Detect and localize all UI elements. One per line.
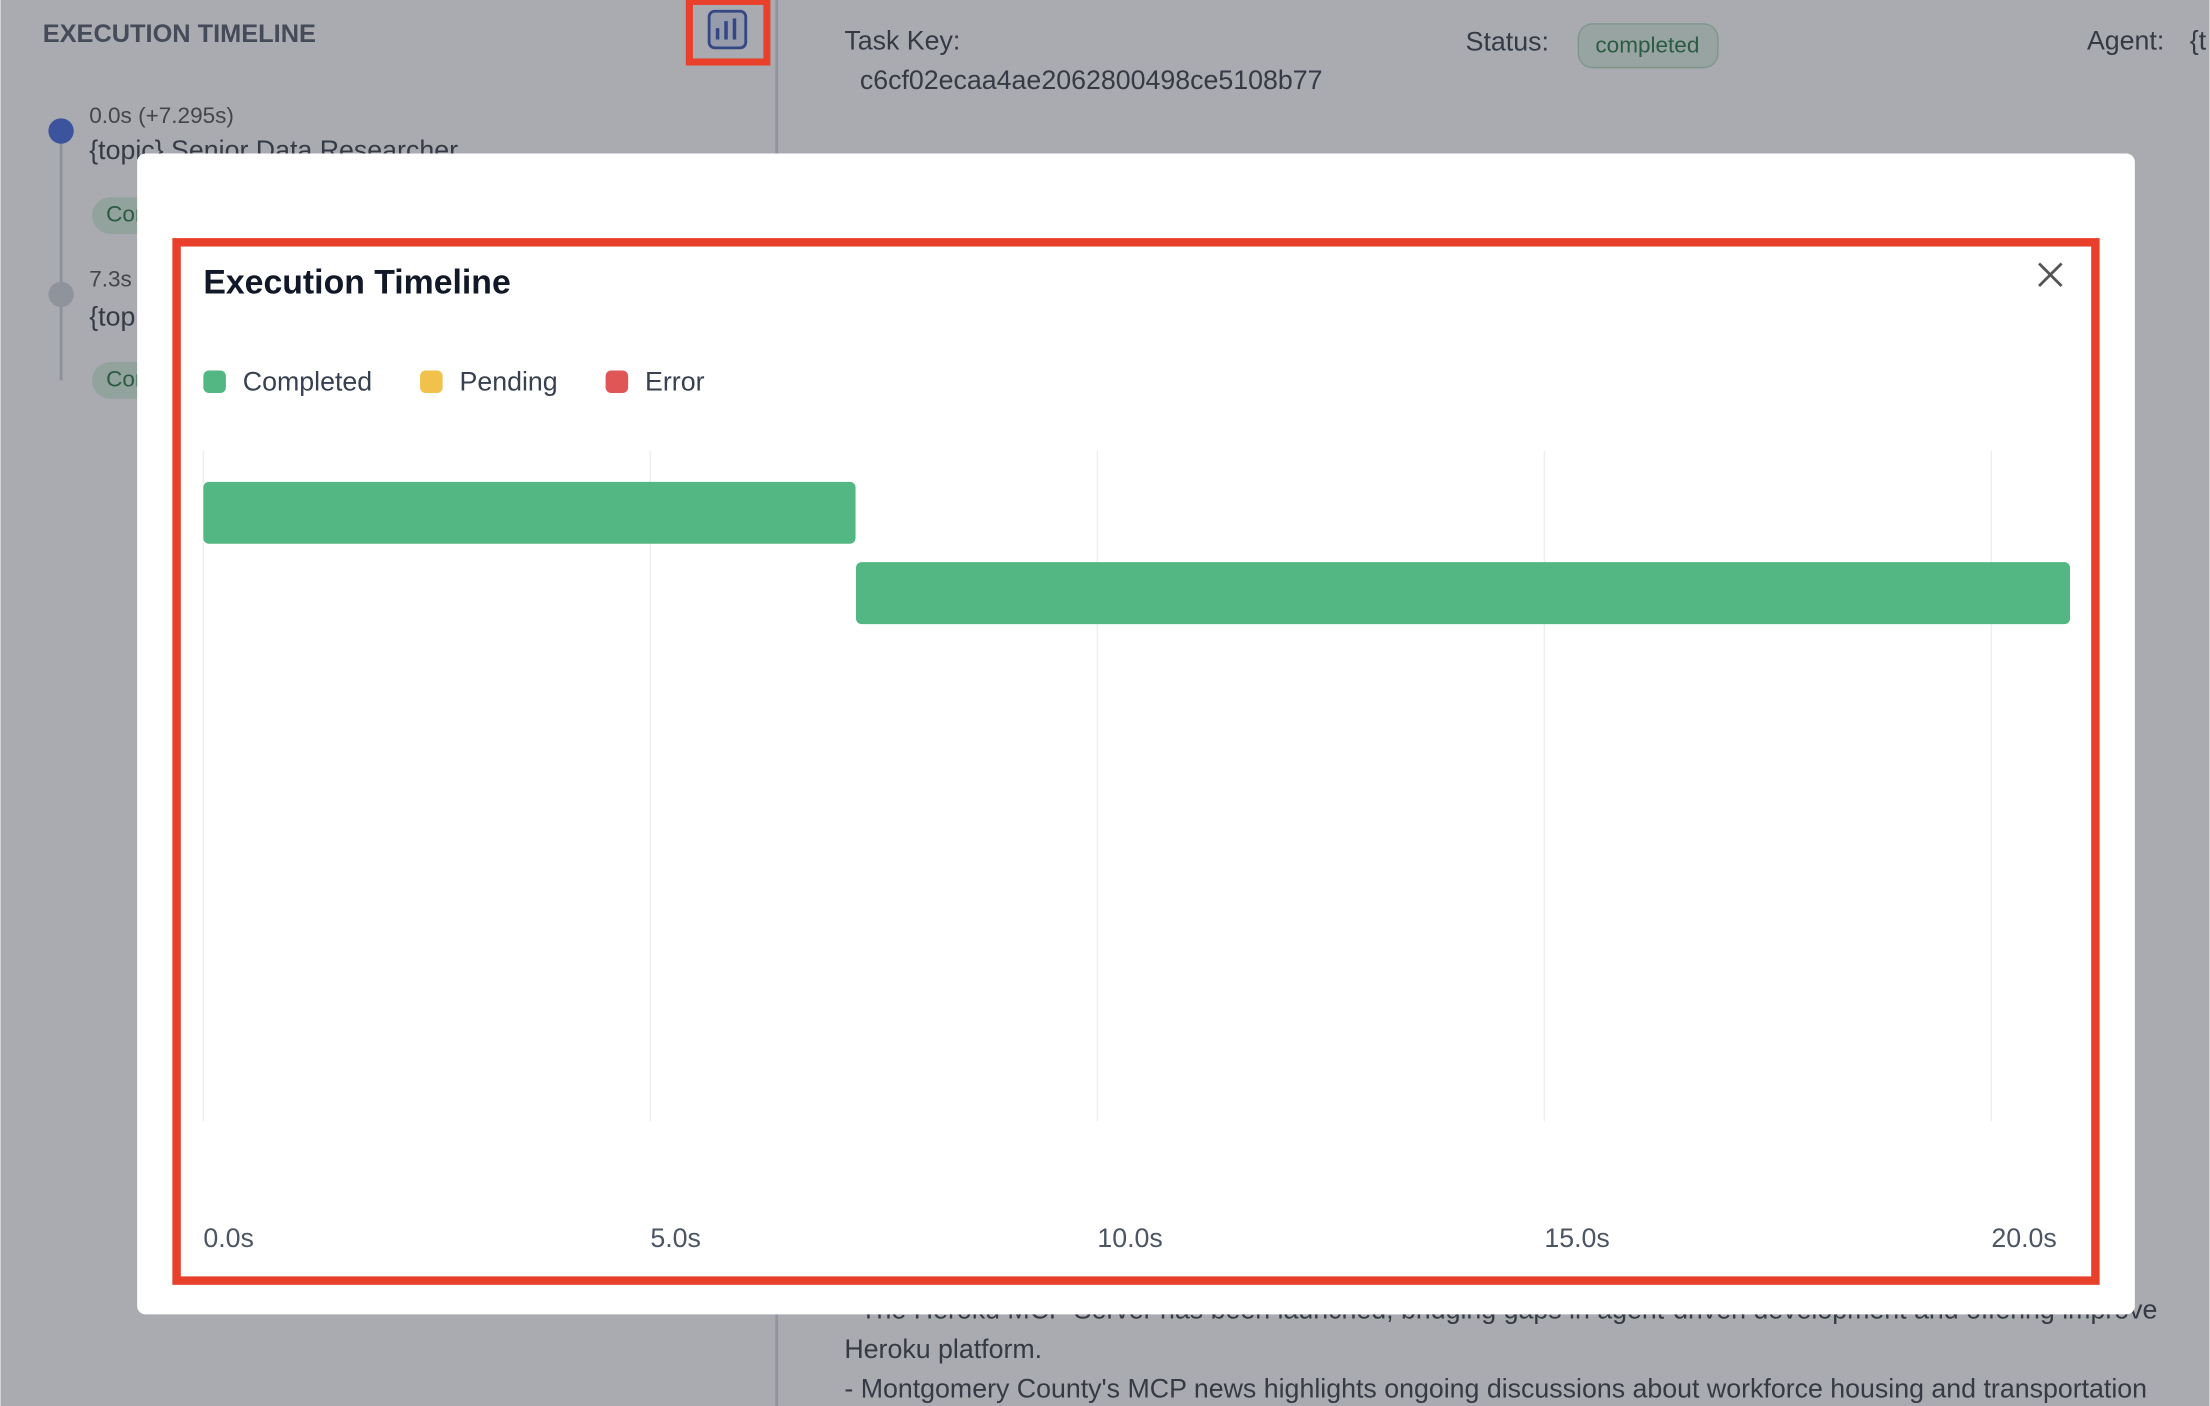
timeline-bar [203, 481, 856, 544]
legend-label: Pending [460, 366, 558, 396]
chart-icon [715, 18, 737, 40]
x-tick-label: 5.0s [650, 1223, 701, 1253]
legend-swatch [605, 370, 629, 394]
timeline-dot [48, 118, 74, 144]
sidebar-title: EXECUTION TIMELINE [43, 20, 316, 48]
highlight-box [172, 238, 2100, 1285]
item-time: 7.3s [89, 266, 132, 291]
modal [137, 153, 2135, 1315]
x-tick-label: 20.0s [1991, 1223, 2056, 1253]
task-key: c6cf02ecaa4ae2062800498ce5108b77 [860, 65, 1323, 95]
status-text: completed [1595, 32, 1699, 57]
field-label: Task Key: [844, 25, 960, 55]
legend-label: Error [645, 366, 705, 396]
timeline-dot [48, 281, 74, 308]
legend-swatch [420, 370, 443, 394]
item-time: 0.0s (+7.295s) [89, 103, 234, 128]
highlight-box [685, 0, 771, 66]
x-tick-label: 15.0s [1544, 1223, 1609, 1253]
legend-swatch [203, 370, 226, 394]
legend-label: Completed [243, 366, 372, 396]
close-button[interactable] [2038, 262, 2063, 287]
chart: Completed Pending Error 0.0s 5.0s 10.0s 15.0s 2… [202, 366, 2071, 1253]
timeline-bar [855, 562, 2071, 625]
field-label: Status: [1466, 27, 1549, 57]
x-tick-label: 0.0s [203, 1223, 254, 1253]
output-line: Heroku platform. [844, 1334, 1042, 1364]
field-label: Agent: [2087, 25, 2164, 55]
chart-title: Execution Timeline [203, 264, 510, 302]
item-label[interactable]: {top [89, 301, 135, 331]
agent: {t [2190, 25, 2207, 55]
x-tick-label: 10.0s [1097, 1223, 1162, 1253]
status-badge [1577, 23, 1719, 69]
output-line: - Montgomery County's MCP news highlight… [844, 1374, 2147, 1404]
